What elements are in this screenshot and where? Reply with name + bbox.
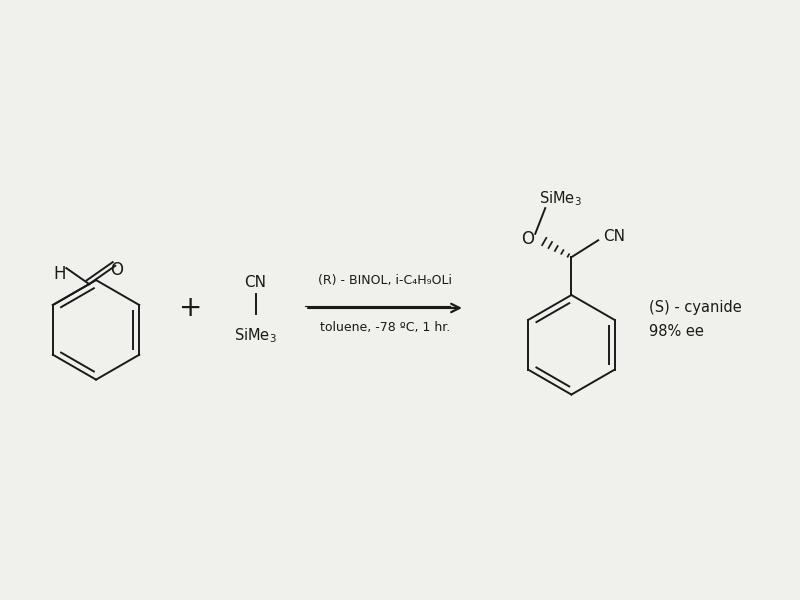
Text: SiMe$_3$: SiMe$_3$	[539, 189, 582, 208]
Text: +: +	[179, 294, 202, 322]
Text: H: H	[53, 265, 66, 283]
Text: O: O	[521, 230, 534, 248]
Text: 98% ee: 98% ee	[649, 325, 704, 340]
Text: toluene, -78 ºC, 1 hr.: toluene, -78 ºC, 1 hr.	[320, 322, 450, 334]
Text: CN: CN	[245, 275, 266, 290]
Text: O: O	[110, 261, 123, 279]
Text: (S) - cyanide: (S) - cyanide	[649, 301, 742, 316]
Text: (R) - BINOL, i-C₄H₉OLi: (R) - BINOL, i-C₄H₉OLi	[318, 274, 452, 287]
Text: SiMe$_3$: SiMe$_3$	[234, 326, 277, 345]
Text: CN: CN	[603, 229, 625, 244]
